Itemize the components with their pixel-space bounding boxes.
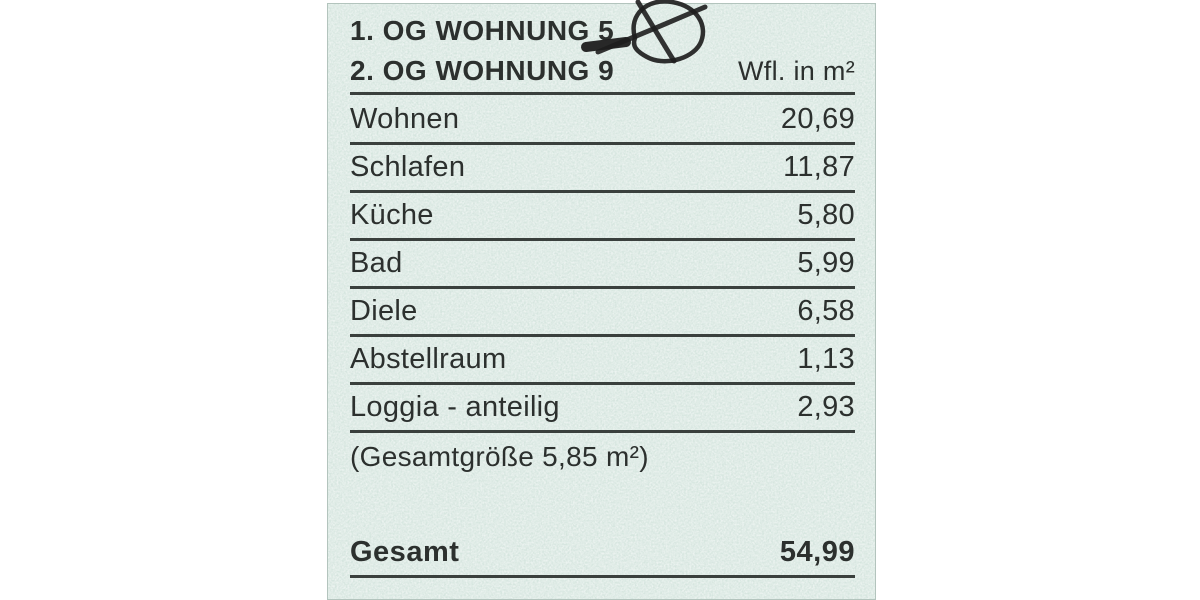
room-value: 5,99	[797, 247, 855, 279]
room-value: 20,69	[780, 103, 855, 135]
paper-sheet: 1. OG WOHNUNG 5 2. OG WOHNUNG 9 Wfl. in …	[327, 3, 876, 600]
table-row: Diele 6,58	[350, 289, 855, 337]
table-row: Abstellraum 1,13	[350, 337, 855, 385]
room-label: Bad	[350, 247, 403, 279]
document-content: 1. OG WOHNUNG 5 2. OG WOHNUNG 9 Wfl. in …	[328, 4, 875, 578]
table-row: Schlafen 11,87	[350, 145, 855, 193]
title-line-2: 2. OG WOHNUNG 9	[350, 55, 615, 86]
table-row: Loggia - anteilig 2,93	[350, 385, 855, 433]
title-line-1: 1. OG WOHNUNG 5	[350, 15, 615, 46]
room-label: Schlafen	[350, 151, 466, 183]
room-label: Loggia - anteilig	[350, 391, 560, 423]
room-value: 2,93	[797, 391, 855, 423]
unit-header: Wfl. in m²	[738, 56, 855, 86]
loggia-size-note: (Gesamtgröße 5,85 m²)	[350, 441, 649, 472]
header-rule	[350, 92, 855, 95]
rooms-table: Wohnen 20,69 Schlafen 11,87 Küche 5,80 Bad 5,99…	[350, 95, 855, 433]
table-row: Bad 5,99	[350, 241, 855, 289]
total-value: 54,99	[779, 536, 855, 568]
room-value: 1,13	[797, 343, 855, 375]
total-row: Gesamt 54,99	[350, 530, 855, 578]
table-row: Wohnen 20,69	[350, 97, 855, 145]
room-value: 11,87	[783, 151, 855, 183]
room-label: Diele	[350, 295, 418, 327]
room-label: Küche	[350, 199, 434, 231]
title-line-2-row: 2. OG WOHNUNG 9 Wfl. in m²	[350, 55, 855, 87]
total-label: Gesamt	[350, 536, 460, 568]
room-value: 5,80	[797, 199, 855, 231]
room-label: Abstellraum	[350, 343, 507, 375]
table-row: Küche 5,80	[350, 193, 855, 241]
room-value: 6,58	[797, 295, 855, 327]
room-label: Wohnen	[350, 103, 460, 135]
